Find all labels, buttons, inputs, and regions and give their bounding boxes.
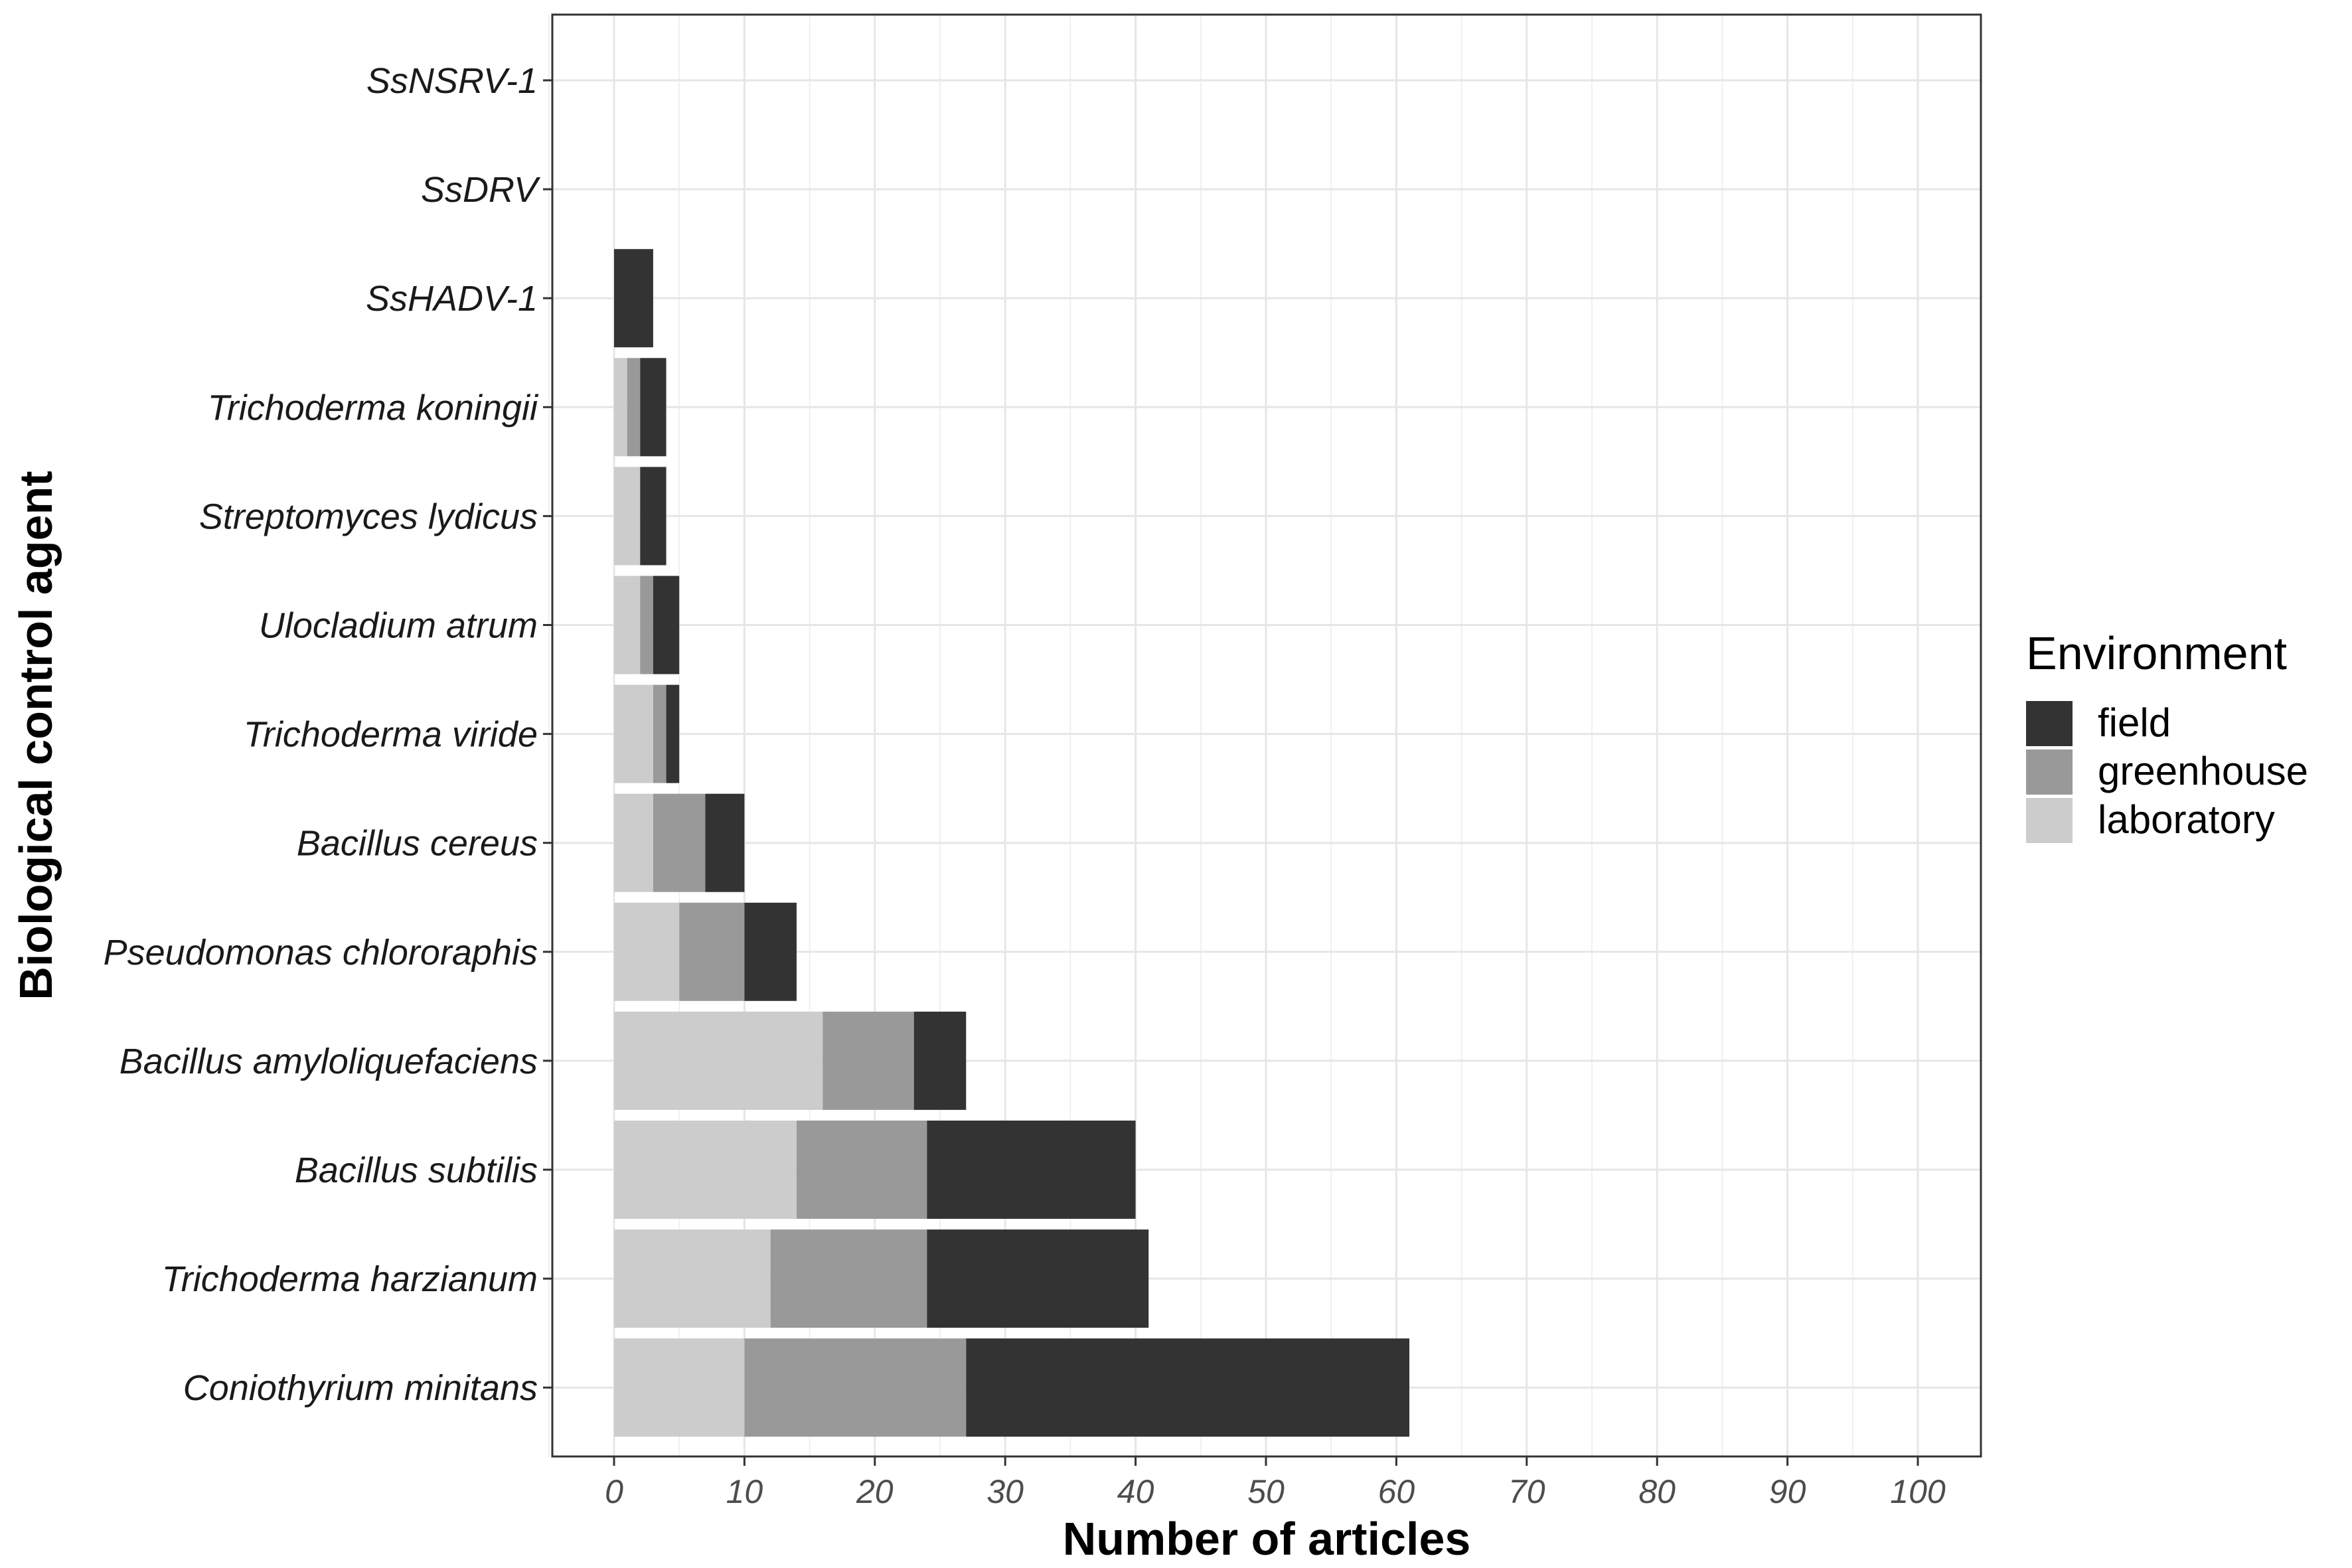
bar-laboratory: [614, 358, 627, 457]
y-tick-label: Bacillus subtilis: [295, 1150, 538, 1190]
y-tick-label: Trichoderma harzianum: [162, 1259, 538, 1299]
bar-field: [913, 1011, 967, 1110]
bar-greenhouse: [640, 576, 653, 674]
x-tick-label: 50: [1247, 1473, 1285, 1510]
bar-greenhouse: [823, 1011, 914, 1110]
y-tick-label: SsNSRV-1: [366, 61, 538, 101]
x-axis: 0 10 20 30 40 50 60 70 80 90 100: [605, 1456, 1946, 1510]
bar-laboratory: [614, 793, 653, 892]
y-tick-label: Trichoderma viride: [244, 715, 538, 755]
bar-laboratory: [614, 684, 653, 783]
x-tick-label: 60: [1378, 1473, 1415, 1510]
y-tick-label: Pseudomonas chlororaphis: [104, 933, 538, 973]
bar-laboratory: [614, 1011, 823, 1110]
y-tick-label: SsDRV: [421, 170, 541, 210]
bar-laboratory: [614, 1338, 745, 1437]
x-tick-label: 10: [726, 1473, 763, 1510]
x-tick-label: 80: [1638, 1473, 1676, 1510]
bar-field: [614, 249, 653, 348]
bar-field: [653, 576, 680, 674]
legend-label-greenhouse: greenhouse: [2098, 749, 2308, 793]
legend-key-greenhouse: [2026, 749, 2073, 795]
bar-laboratory: [614, 576, 641, 674]
bar-field: [705, 793, 745, 892]
y-axis: SsNSRV-1 SsDRV SsHADV-1 Trichoderma koningi…: [104, 61, 552, 1408]
y-tick-label: Trichoderma koningii: [208, 388, 539, 428]
bar-laboratory: [614, 1229, 771, 1328]
x-tick-label: 100: [1890, 1473, 1946, 1510]
bar-greenhouse: [770, 1229, 927, 1328]
bar-greenhouse: [653, 793, 706, 892]
legend-title: Environment: [2026, 627, 2287, 679]
bar-greenhouse: [796, 1121, 927, 1219]
legend-label-laboratory: laboratory: [2098, 797, 2275, 842]
bar-field: [640, 358, 666, 457]
bar-greenhouse: [679, 902, 745, 1001]
legend-key-field: [2026, 701, 2073, 746]
y-tick-label: Bacillus amyloliquefaciens: [119, 1042, 538, 1081]
x-tick-label: 20: [856, 1473, 894, 1510]
bar-laboratory: [614, 1121, 797, 1219]
x-tick-label: 40: [1117, 1473, 1154, 1510]
bar-field: [966, 1338, 1410, 1437]
x-axis-title: Number of articles: [1063, 1513, 1471, 1565]
bar-laboratory: [614, 902, 680, 1001]
y-tick-label: Ulocladium atrum: [259, 606, 538, 646]
bar-greenhouse: [744, 1338, 967, 1437]
bar-field: [666, 684, 680, 783]
bar-field: [927, 1121, 1136, 1219]
x-tick-label: 30: [986, 1473, 1024, 1510]
bars: [614, 249, 1410, 1437]
x-tick-label: 70: [1508, 1473, 1545, 1510]
bar-greenhouse: [653, 684, 666, 783]
y-axis-title: Biological control agent: [10, 471, 62, 1000]
y-tick-label: Streptomyces lydicus: [199, 497, 538, 536]
y-tick-label: SsHADV-1: [366, 279, 538, 319]
y-tick-label: Coniothyrium minitans: [183, 1368, 538, 1408]
bar-field: [744, 902, 797, 1001]
y-tick-label: Bacillus cereus: [297, 824, 538, 864]
bar-field: [927, 1229, 1149, 1328]
bar-greenhouse: [627, 358, 641, 457]
bar-field: [640, 467, 666, 566]
x-tick-label: 0: [605, 1473, 623, 1510]
legend-key-laboratory: [2026, 798, 2073, 843]
bar-laboratory: [614, 467, 641, 566]
x-tick-label: 90: [1769, 1473, 1806, 1510]
legend-label-field: field: [2098, 700, 2171, 745]
